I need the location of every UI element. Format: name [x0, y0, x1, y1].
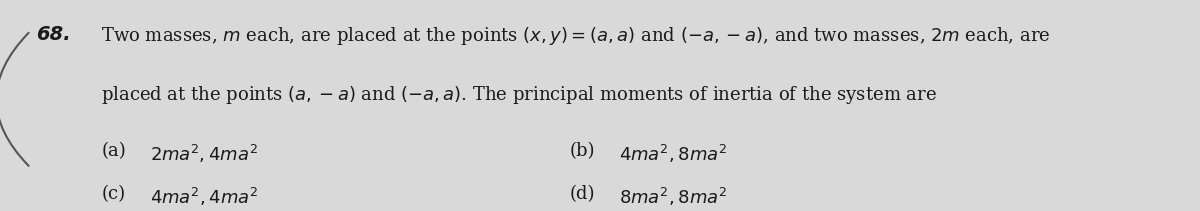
Text: (a): (a): [101, 142, 126, 160]
Text: (c): (c): [101, 185, 126, 203]
Text: (b): (b): [570, 142, 595, 160]
Text: Two masses, $m$ each, are placed at the points $(x, y) = (a, a)$ and $(-a, -a)$,: Two masses, $m$ each, are placed at the …: [101, 25, 1051, 47]
Text: 68.: 68.: [36, 25, 71, 44]
Text: $4ma^2, 8ma^2$: $4ma^2, 8ma^2$: [619, 142, 727, 165]
Text: $8ma^2, 8ma^2$: $8ma^2, 8ma^2$: [619, 185, 727, 208]
Text: $2ma^2, 4ma^2$: $2ma^2, 4ma^2$: [150, 142, 258, 165]
Text: (d): (d): [570, 185, 595, 203]
Text: placed at the points $(a, -a)$ and $(-a, a)$. The principal moments of inertia o: placed at the points $(a, -a)$ and $(-a,…: [101, 84, 937, 106]
Text: $4ma^2, 4ma^2$: $4ma^2, 4ma^2$: [150, 185, 258, 208]
